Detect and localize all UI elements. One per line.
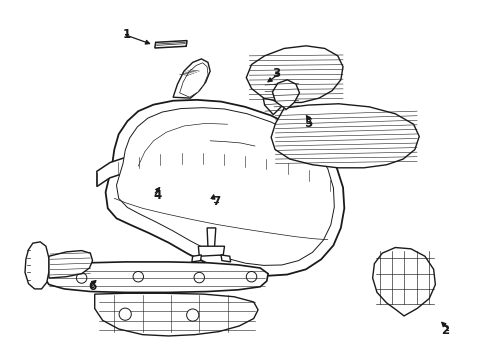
Polygon shape bbox=[49, 251, 93, 278]
Polygon shape bbox=[25, 242, 49, 289]
Text: 3: 3 bbox=[272, 67, 280, 80]
Circle shape bbox=[194, 273, 204, 283]
Polygon shape bbox=[155, 41, 187, 48]
Text: 1: 1 bbox=[123, 28, 131, 41]
Polygon shape bbox=[372, 248, 436, 316]
Circle shape bbox=[119, 308, 131, 320]
Polygon shape bbox=[263, 81, 289, 114]
Circle shape bbox=[133, 271, 144, 282]
Polygon shape bbox=[272, 80, 299, 109]
Polygon shape bbox=[246, 46, 343, 103]
Polygon shape bbox=[221, 255, 231, 262]
Circle shape bbox=[76, 273, 87, 283]
Polygon shape bbox=[173, 59, 210, 98]
Text: 6: 6 bbox=[88, 280, 97, 293]
Polygon shape bbox=[117, 108, 334, 265]
Circle shape bbox=[246, 271, 257, 282]
Text: 4: 4 bbox=[153, 189, 162, 202]
Polygon shape bbox=[207, 228, 216, 248]
Text: 5: 5 bbox=[304, 117, 313, 130]
Text: 7: 7 bbox=[212, 195, 220, 208]
Polygon shape bbox=[271, 104, 419, 168]
Polygon shape bbox=[180, 63, 208, 97]
Polygon shape bbox=[97, 150, 330, 193]
Polygon shape bbox=[95, 293, 258, 336]
Polygon shape bbox=[198, 246, 224, 256]
Polygon shape bbox=[45, 262, 268, 292]
Polygon shape bbox=[192, 255, 201, 262]
Polygon shape bbox=[106, 100, 344, 276]
Circle shape bbox=[187, 309, 199, 321]
Text: 2: 2 bbox=[441, 324, 450, 337]
